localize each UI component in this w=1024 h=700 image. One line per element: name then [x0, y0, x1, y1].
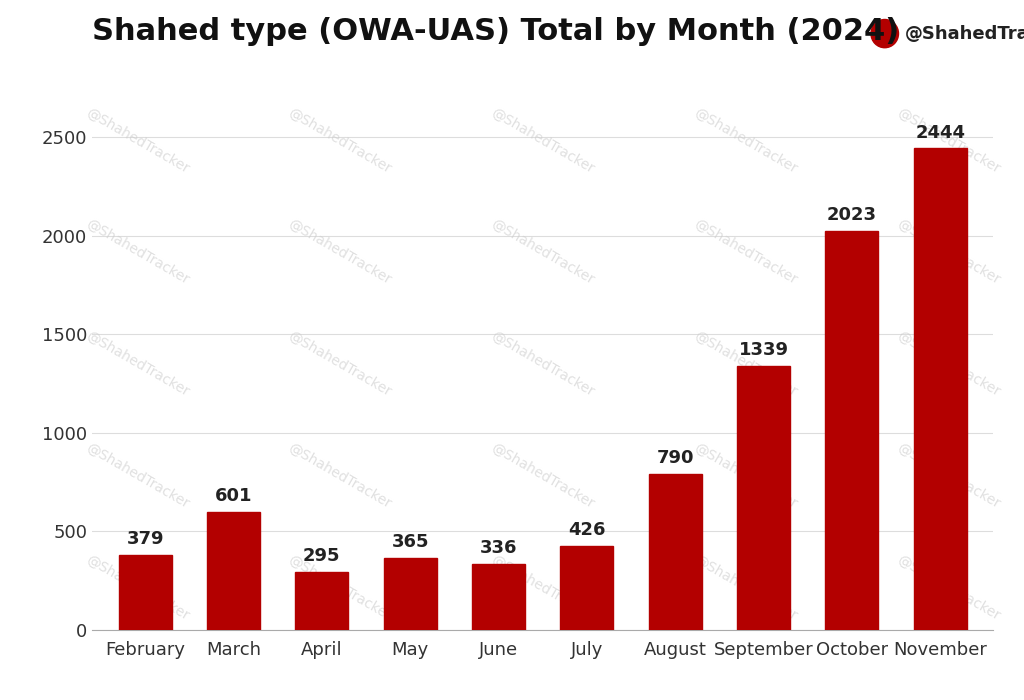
Text: @ShahedTracker: @ShahedTracker	[691, 440, 800, 511]
Text: @ShahedTracker: @ShahedTracker	[894, 552, 1002, 622]
Text: @ShahedTracker: @ShahedTracker	[691, 552, 800, 622]
Bar	[560, 546, 613, 630]
Text: @ShahedTracker: @ShahedTracker	[83, 552, 191, 622]
Bar	[119, 555, 172, 630]
Bar	[913, 148, 967, 630]
Text: @ShahedTracker: @ShahedTracker	[488, 217, 597, 288]
Text: @ShahedTracker: @ShahedTracker	[286, 106, 394, 176]
Text: @ShahedTracker: @ShahedTracker	[691, 217, 800, 288]
Circle shape	[871, 20, 898, 48]
Text: @ShahedTracker: @ShahedTracker	[894, 440, 1002, 511]
Text: 295: 295	[303, 547, 341, 565]
Text: 1339: 1339	[738, 342, 788, 359]
Text: @ShahedTracker: @ShahedTracker	[894, 329, 1002, 399]
Bar	[737, 366, 791, 630]
Bar	[472, 564, 525, 630]
Text: @ShahedTracker: @ShahedTracker	[286, 329, 394, 399]
Text: 426: 426	[568, 522, 605, 539]
Text: @ShahedTracker: @ShahedTracker	[488, 106, 597, 176]
Text: 379: 379	[126, 531, 164, 548]
Text: 365: 365	[391, 533, 429, 551]
Text: @ShahedTracker: @ShahedTracker	[83, 106, 191, 176]
Text: @ShahedTracker: @ShahedTracker	[286, 440, 394, 511]
Text: 2444: 2444	[915, 123, 966, 141]
Text: @ShahedTracker: @ShahedTracker	[83, 329, 191, 399]
Text: @ShahedTracker: @ShahedTracker	[488, 552, 597, 622]
Text: @ShahedTracker: @ShahedTracker	[83, 440, 191, 511]
Text: 601: 601	[215, 486, 252, 505]
Text: @ShahedTracker: @ShahedTracker	[905, 25, 1024, 43]
Text: @ShahedTracker: @ShahedTracker	[691, 106, 800, 176]
Text: X: X	[843, 24, 857, 43]
Text: @ShahedTracker: @ShahedTracker	[83, 217, 191, 288]
Bar	[207, 512, 260, 630]
Text: @ShahedTracker: @ShahedTracker	[286, 217, 394, 288]
Bar	[384, 558, 436, 630]
Text: @ShahedTracker: @ShahedTracker	[894, 217, 1002, 288]
Text: Shahed type (OWA-UAS) Total by Month (2024): Shahed type (OWA-UAS) Total by Month (20…	[92, 17, 899, 46]
Text: @ShahedTracker: @ShahedTracker	[894, 106, 1002, 176]
Text: @ShahedTracker: @ShahedTracker	[488, 329, 597, 399]
Bar	[825, 232, 879, 630]
Text: 2023: 2023	[827, 206, 877, 225]
Text: @ShahedTracker: @ShahedTracker	[691, 329, 800, 399]
Text: @ShahedTracker: @ShahedTracker	[488, 440, 597, 511]
Text: @ShahedTracker: @ShahedTracker	[286, 552, 394, 622]
Text: 336: 336	[480, 539, 517, 557]
Bar	[649, 475, 701, 630]
Bar	[295, 572, 348, 630]
Text: 790: 790	[656, 449, 694, 468]
